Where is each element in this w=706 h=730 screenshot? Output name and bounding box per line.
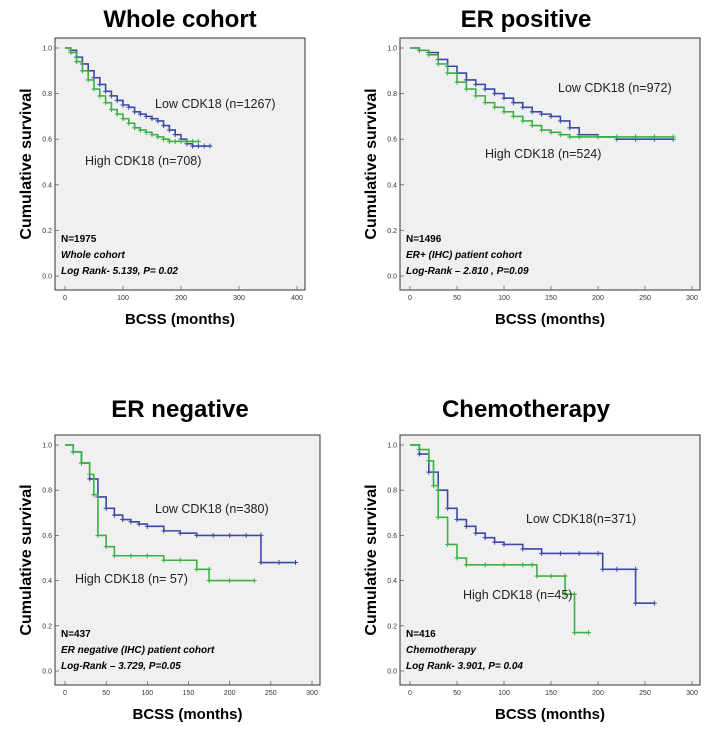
x-tick-label: 100	[117, 295, 129, 302]
x-tick-label: 150	[545, 295, 557, 302]
y-tick-label: 0.4	[387, 578, 397, 585]
annotation-1: Chemotherapy	[406, 645, 476, 656]
km-chart: ER positive 0.0 0.2 0.4 0.6 0.8 1.0 0 50 100 150 20…	[363, 6, 701, 328]
km-panel-whole-cohort: Whole cohort 0.0 0.2 0.4 0.6 0.8 1.0 0 100 200 300…	[0, 0, 353, 365]
x-tick-label: 200	[224, 690, 236, 697]
x-axis-label: BCSS (months)	[495, 706, 605, 723]
series-label-high: High CDK18 (n= 57)	[75, 572, 188, 586]
y-tick-label: 1.0	[387, 46, 397, 53]
series-label-high: High CDK18 (n=524)	[485, 147, 601, 161]
plot-area	[54, 37, 306, 291]
x-axis-label: BCSS (months)	[133, 706, 243, 723]
annotation-0: N=437	[61, 629, 91, 640]
km-panel-er-positive: ER positive 0.0 0.2 0.4 0.6 0.8 1.0 0 50 100 150 20…	[353, 0, 706, 365]
y-tick-label: 0.6	[387, 137, 397, 144]
annotation-0: N=416	[406, 629, 436, 640]
x-tick-label: 150	[183, 690, 195, 697]
chart-title: Chemotherapy	[442, 396, 611, 423]
y-tick-label: 0.2	[387, 228, 397, 235]
km-panel-er-negative: ER negative 0.0 0.2 0.4 0.6 0.8 1.0 0 50 100 150 20…	[0, 365, 353, 730]
annotation-0: N=1496	[406, 234, 442, 245]
y-tick-label: 0.0	[42, 669, 52, 676]
x-tick-label: 0	[63, 690, 67, 697]
y-tick-label: 0.4	[387, 182, 397, 189]
x-tick-label: 50	[453, 690, 461, 697]
series-label-low: Low CDK18(n=371)	[526, 512, 636, 526]
x-tick-label: 250	[265, 690, 277, 697]
y-tick-label: 0.2	[387, 623, 397, 630]
chart-title: ER positive	[461, 6, 592, 33]
y-tick-label: 0.6	[42, 533, 52, 540]
y-axis-label: Cumulative survival	[18, 484, 35, 635]
chart-title: Whole cohort	[103, 6, 256, 33]
x-tick-label: 300	[686, 295, 698, 302]
annotation-2: Log Rank- 3.901, P= 0.04	[406, 661, 523, 672]
series-label-low: Low CDK18 (n=380)	[155, 502, 269, 516]
x-tick-label: 300	[306, 690, 318, 697]
x-tick-label: 100	[498, 690, 510, 697]
x-tick-label: 300	[233, 295, 245, 302]
annotation-1: Whole cohort	[61, 250, 126, 261]
y-tick-label: 0.0	[42, 274, 52, 281]
y-axis-label: Cumulative survival	[18, 88, 35, 239]
km-chart: Whole cohort 0.0 0.2 0.4 0.6 0.8 1.0 0 100 200 300…	[18, 6, 306, 328]
x-tick-label: 150	[545, 690, 557, 697]
x-axis-label: BCSS (months)	[125, 311, 235, 328]
series-label-high: High CDK18 (n=45)	[463, 588, 572, 602]
x-tick-label: 100	[498, 295, 510, 302]
series-label-low: Low CDK18 (n=972)	[558, 81, 672, 95]
chart-title: ER negative	[111, 396, 248, 423]
y-tick-label: 0.0	[387, 274, 397, 281]
y-axis-label: Cumulative survival	[363, 88, 380, 239]
series-label-high: High CDK18 (n=708)	[85, 154, 201, 168]
y-tick-label: 0.6	[387, 533, 397, 540]
y-axis-label: Cumulative survival	[363, 484, 380, 635]
annotation-0: N=1975	[61, 234, 97, 245]
x-tick-label: 200	[175, 295, 187, 302]
x-tick-label: 50	[453, 295, 461, 302]
km-chart: ER negative 0.0 0.2 0.4 0.6 0.8 1.0 0 50 100 150 20…	[18, 396, 321, 723]
y-tick-label: 0.8	[42, 488, 52, 495]
x-tick-label: 0	[408, 295, 412, 302]
y-tick-label: 0.8	[42, 91, 52, 98]
y-tick-label: 0.8	[387, 91, 397, 98]
x-tick-label: 0	[63, 295, 67, 302]
y-tick-label: 0.0	[387, 669, 397, 676]
plot-area	[399, 37, 701, 291]
x-tick-label: 250	[639, 690, 651, 697]
y-tick-label: 0.4	[42, 578, 52, 585]
km-chart: Chemotherapy 0.0 0.2 0.4 0.6 0.8 1.0 0 50 100 150 2…	[363, 396, 701, 723]
km-panel-chemotherapy: Chemotherapy 0.0 0.2 0.4 0.6 0.8 1.0 0 50 100 150 2…	[353, 365, 706, 730]
y-tick-label: 0.6	[42, 137, 52, 144]
y-tick-label: 1.0	[387, 443, 397, 450]
x-tick-label: 200	[592, 690, 604, 697]
annotation-2: Log Rank- 5.139, P= 0.02	[61, 266, 178, 277]
x-tick-label: 300	[686, 690, 698, 697]
x-tick-label: 400	[291, 295, 303, 302]
y-tick-label: 0.4	[42, 182, 52, 189]
y-tick-label: 1.0	[42, 46, 52, 53]
y-tick-label: 0.8	[387, 488, 397, 495]
annotation-2: Log-Rank – 2.810 , P=0.09	[406, 266, 529, 277]
y-tick-label: 0.2	[42, 228, 52, 235]
annotation-2: Log-Rank – 3.729, P=0.05	[61, 661, 181, 672]
series-label-low: Low CDK18 (n=1267)	[155, 97, 276, 111]
x-tick-label: 50	[102, 690, 110, 697]
y-tick-label: 0.2	[42, 623, 52, 630]
plot-area	[399, 434, 701, 686]
annotation-1: ER negative (IHC) patient cohort	[61, 645, 215, 656]
x-tick-label: 250	[639, 295, 651, 302]
y-tick-label: 1.0	[42, 443, 52, 450]
annotation-1: ER+ (IHC) patient cohort	[406, 250, 523, 261]
x-tick-label: 100	[141, 690, 153, 697]
x-axis-label: BCSS (months)	[495, 311, 605, 328]
x-tick-label: 0	[408, 690, 412, 697]
x-tick-label: 200	[592, 295, 604, 302]
